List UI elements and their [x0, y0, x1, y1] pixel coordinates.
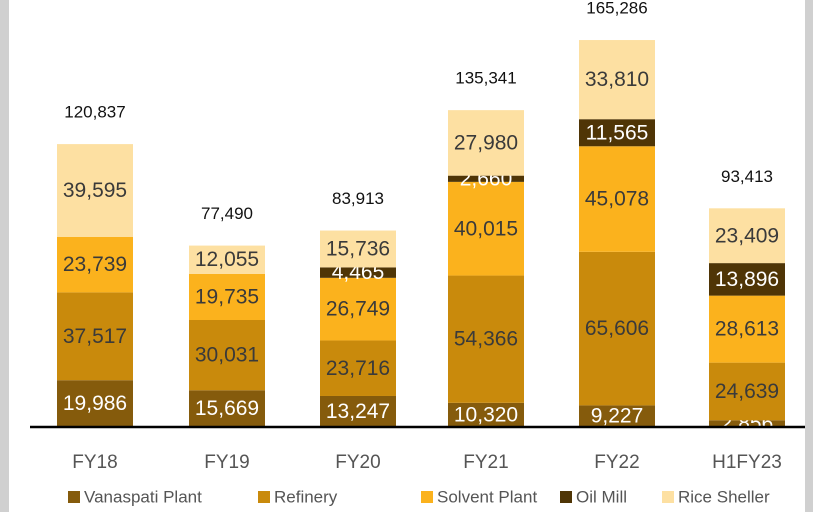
- data-label: 30,031: [195, 344, 259, 367]
- legend-label: Refinery: [274, 487, 338, 506]
- bar-segment: [448, 181, 524, 276]
- data-label: 37,517: [63, 325, 127, 348]
- data-label: 13,247: [326, 400, 390, 423]
- data-label: 9,227: [591, 405, 644, 428]
- bar-segment: [320, 230, 396, 268]
- x-tick-label: H1FY23: [712, 452, 782, 473]
- bar-segment: [320, 277, 396, 341]
- bar-segment: [709, 362, 785, 421]
- bar-segment: [448, 110, 524, 176]
- bar-segment: [448, 275, 524, 403]
- x-tick-label: FY18: [72, 452, 117, 473]
- x-tick-label: FY19: [204, 452, 249, 473]
- data-label: 23,739: [63, 253, 127, 276]
- data-label: 23,716: [326, 357, 390, 380]
- bar-segment: [448, 402, 524, 427]
- total-label: 83,913: [332, 189, 384, 208]
- legend-swatch: [68, 491, 80, 503]
- bar-segment: [57, 292, 133, 381]
- data-label: 15,669: [195, 397, 259, 420]
- bar-segment: [579, 40, 655, 120]
- data-label: 39,595: [63, 179, 127, 202]
- data-label: 19,986: [63, 392, 127, 415]
- bar-segment: [709, 420, 785, 427]
- data-label: 33,810: [585, 68, 649, 91]
- data-label: 27,980: [454, 131, 518, 154]
- bar-segment: [709, 295, 785, 363]
- bar-segment: [579, 119, 655, 147]
- data-label: 13,896: [715, 268, 779, 291]
- bar-segment: [320, 267, 396, 278]
- legend-swatch: [258, 491, 270, 503]
- bar-segment: [448, 175, 524, 182]
- bar-segment: [189, 320, 265, 391]
- data-label: 15,736: [326, 238, 390, 261]
- bar-segment: [579, 146, 655, 252]
- right-border: [805, 0, 813, 512]
- legend-swatch: [560, 491, 572, 503]
- bar-segment: [709, 208, 785, 264]
- data-label: 23,409: [715, 224, 779, 247]
- x-tick-label: FY22: [594, 452, 639, 473]
- legend-label: Solvent Plant: [437, 487, 537, 506]
- total-label: 120,837: [64, 103, 125, 122]
- bar-segment: [57, 380, 133, 427]
- total-label: 165,286: [586, 0, 647, 18]
- bar-segment: [189, 245, 265, 274]
- data-label: 26,749: [326, 298, 390, 321]
- legend-swatch: [662, 491, 674, 503]
- bar-segment: [579, 405, 655, 427]
- total-label: 93,413: [721, 167, 773, 186]
- data-label: 65,606: [585, 317, 649, 340]
- legend-swatch: [421, 491, 433, 503]
- data-label: 28,613: [715, 318, 779, 341]
- legend-label: Oil Mill: [576, 487, 627, 506]
- bar-segment: [320, 395, 396, 427]
- bar-segment: [189, 273, 265, 321]
- bar-segment: [57, 144, 133, 237]
- data-label: 12,055: [195, 248, 259, 271]
- data-label: 54,366: [454, 328, 518, 351]
- bar-segment: [579, 251, 655, 406]
- bar-segment: [57, 236, 133, 293]
- left-border: [0, 0, 9, 512]
- x-tick-label: FY21: [463, 452, 508, 473]
- bar-segment: [189, 390, 265, 427]
- legend-label: Rice Sheller: [678, 487, 770, 506]
- bar-segment: [709, 263, 785, 296]
- total-label: 135,341: [455, 69, 516, 88]
- bar-segment: [320, 340, 396, 396]
- legend-label: Vanaspati Plant: [84, 487, 202, 506]
- data-label: 45,078: [585, 188, 649, 211]
- data-label: 24,639: [715, 380, 779, 403]
- total-label: 77,490: [201, 204, 253, 223]
- data-label: 10,320: [454, 403, 518, 426]
- x-tick-label: FY20: [335, 452, 380, 473]
- data-label: 11,565: [586, 121, 649, 144]
- data-label: 40,015: [454, 217, 518, 240]
- data-label: 19,735: [195, 285, 259, 308]
